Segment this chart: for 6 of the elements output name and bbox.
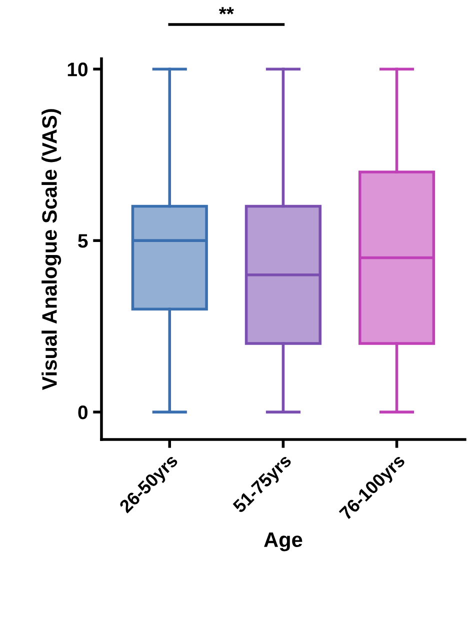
y-tick-label: 0 [78,406,88,420]
x-axis-title: Age [264,532,302,552]
y-tick-label: 5 [78,234,88,248]
y-axis-title: Visual Analogue Scale (VAS) [42,109,62,390]
text: ** [218,7,234,14]
y-tick-label: 10 [68,62,88,76]
